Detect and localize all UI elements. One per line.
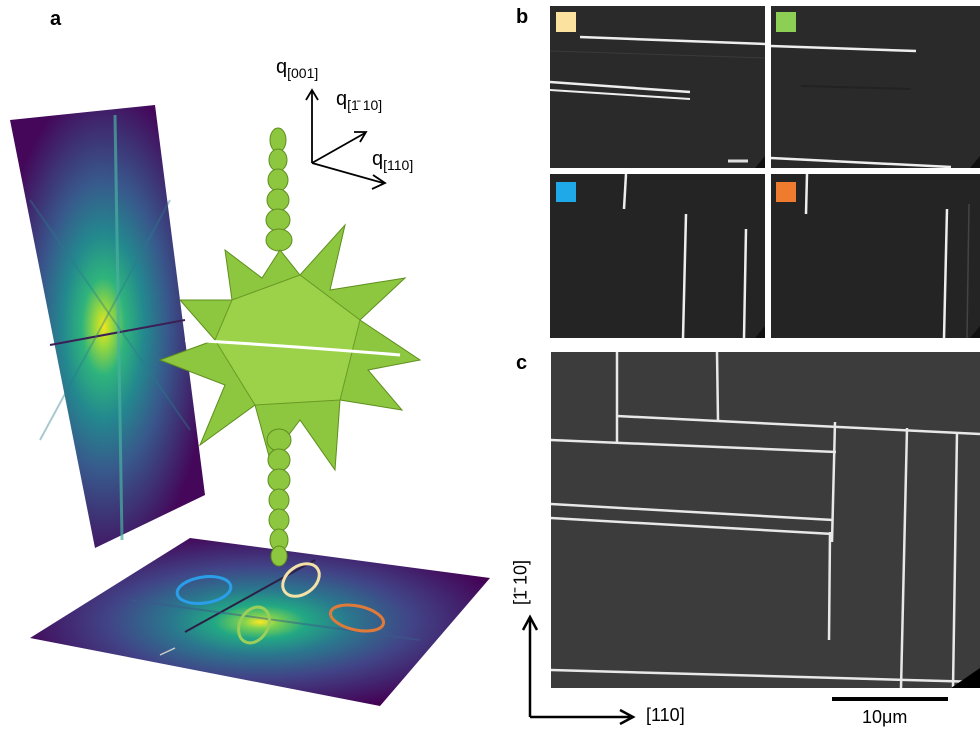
panel-a-letter: a (50, 8, 62, 30)
swatch-blue (556, 182, 576, 202)
axis-y-label: [1̄ 10] (510, 559, 531, 606)
tile-orange (771, 174, 980, 338)
panel-b-letter: b (516, 6, 529, 28)
scalebar-label: 10μm (862, 707, 908, 727)
horizontal-projection-plane (30, 538, 490, 706)
tile-yellow (550, 6, 765, 168)
q001-label: q[001] (276, 56, 319, 81)
swatch-yellow (556, 12, 576, 32)
panel-a-illustration (10, 88, 490, 706)
swatch-orange (776, 182, 796, 202)
q110bar-label: q[1̄ 10] (336, 88, 383, 113)
micrograph-c (551, 352, 980, 688)
blue-ring (175, 575, 233, 605)
tile-blue (550, 174, 765, 338)
panel-c-axes (521, 614, 636, 725)
swatch-green (776, 12, 796, 32)
q-axes (305, 88, 387, 190)
cream-ring (281, 562, 321, 598)
scalebar (832, 697, 948, 701)
tile-green (771, 6, 980, 168)
isosurface-3d (158, 127, 422, 567)
vertical-projection-plane (10, 105, 205, 548)
orange-ring (328, 603, 386, 633)
axis-x-label: [110] (646, 705, 685, 725)
q110-label: q[110] (372, 148, 414, 173)
green-ring (237, 605, 271, 645)
panel-c-letter: c (516, 352, 528, 374)
